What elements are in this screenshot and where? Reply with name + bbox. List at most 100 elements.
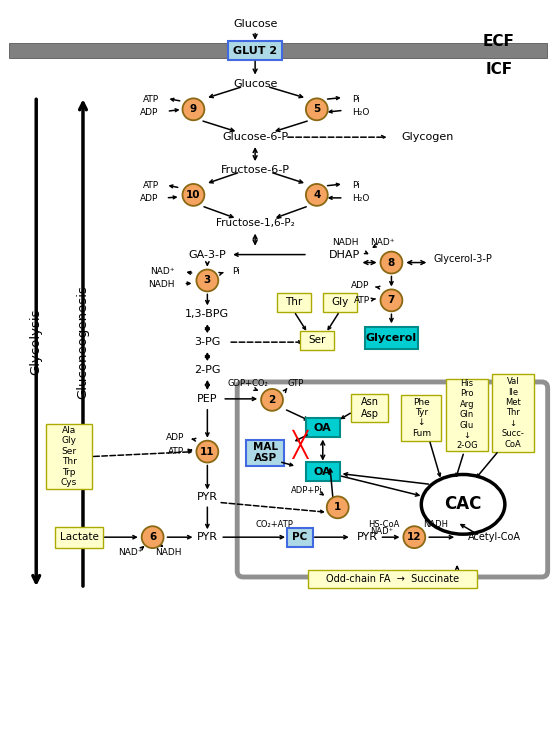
Text: 5: 5: [313, 104, 320, 114]
Circle shape: [403, 526, 425, 548]
Text: Asn
Asp: Asn Asp: [360, 397, 378, 419]
Text: GA-3-P: GA-3-P: [189, 250, 226, 260]
Circle shape: [196, 269, 218, 292]
Text: Val
Ile
Met
Thr
↓
Succ-
CoA: Val Ile Met Thr ↓ Succ- CoA: [502, 377, 525, 448]
Text: CO₂+ATP: CO₂+ATP: [255, 520, 293, 529]
Text: Gly: Gly: [331, 298, 348, 307]
Text: ATP: ATP: [169, 447, 185, 456]
Text: 11: 11: [200, 447, 215, 457]
Text: OA: OA: [314, 466, 331, 477]
Text: Ala
Gly
Ser
Thr
Trp
Cys: Ala Gly Ser Thr Trp Cys: [61, 426, 77, 487]
Circle shape: [182, 184, 204, 206]
Text: HS-CoA: HS-CoA: [368, 520, 399, 529]
Text: ADP: ADP: [140, 108, 158, 117]
Text: Glucose: Glucose: [233, 79, 277, 90]
Text: ATP: ATP: [353, 296, 369, 305]
Circle shape: [327, 496, 349, 518]
Circle shape: [381, 289, 402, 311]
Text: Pi: Pi: [352, 95, 359, 104]
Text: Pi: Pi: [232, 267, 240, 276]
Text: NADH: NADH: [423, 520, 448, 529]
Text: H₂O: H₂O: [352, 108, 369, 117]
FancyBboxPatch shape: [277, 293, 311, 312]
Text: Gluconeogenesis: Gluconeogenesis: [76, 285, 89, 399]
FancyBboxPatch shape: [308, 569, 477, 589]
Circle shape: [142, 526, 163, 548]
FancyBboxPatch shape: [323, 293, 357, 312]
Text: GLUT 2: GLUT 2: [233, 46, 277, 56]
Text: OA: OA: [314, 423, 331, 433]
Text: MAL
ASP: MAL ASP: [253, 442, 277, 463]
FancyBboxPatch shape: [350, 394, 388, 421]
Text: ADP: ADP: [140, 195, 158, 204]
Text: 6: 6: [149, 532, 156, 542]
Text: PC: PC: [292, 532, 307, 542]
Text: ATP: ATP: [142, 181, 158, 190]
Text: 10: 10: [186, 190, 201, 200]
Text: 12: 12: [407, 532, 422, 542]
FancyBboxPatch shape: [446, 379, 488, 451]
Text: 3-PG: 3-PG: [194, 337, 220, 347]
Text: Acetyl-CoA: Acetyl-CoA: [468, 532, 521, 542]
Text: Odd-chain FA  →  Succinate: Odd-chain FA → Succinate: [326, 574, 459, 584]
Text: Glycerol: Glycerol: [366, 333, 417, 343]
Text: 2: 2: [268, 395, 276, 405]
Text: Fructose-6-P: Fructose-6-P: [220, 165, 290, 175]
Text: 9: 9: [190, 104, 197, 114]
Text: ADP+Pi: ADP+Pi: [291, 486, 323, 495]
Text: NAD⁺: NAD⁺: [370, 527, 393, 536]
Text: Ser: Ser: [308, 335, 325, 345]
Text: Pi: Pi: [352, 181, 359, 190]
FancyBboxPatch shape: [306, 462, 340, 481]
Text: 1: 1: [334, 502, 341, 513]
Circle shape: [381, 251, 402, 274]
Text: ADP: ADP: [351, 281, 369, 290]
Text: Glucose-6-P: Glucose-6-P: [222, 132, 288, 142]
FancyBboxPatch shape: [287, 527, 313, 547]
Text: PYR: PYR: [197, 532, 218, 542]
Text: NAD⁺: NAD⁺: [370, 238, 395, 247]
Text: ECF: ECF: [483, 34, 515, 49]
FancyBboxPatch shape: [364, 327, 418, 349]
Text: NAD⁺: NAD⁺: [150, 267, 175, 276]
Text: 1,3-BPG: 1,3-BPG: [185, 310, 229, 319]
Text: 8: 8: [388, 257, 395, 268]
Text: GDP+CO₂: GDP+CO₂: [228, 380, 268, 389]
Text: NAD⁺: NAD⁺: [118, 548, 143, 557]
Text: ATP: ATP: [142, 95, 158, 104]
Text: Glycogen: Glycogen: [401, 132, 454, 142]
Text: Fructose-1,6-P₂: Fructose-1,6-P₂: [216, 218, 295, 228]
Text: PYR: PYR: [357, 532, 378, 542]
Text: His
Pro
Arg
Gln
Glu
↓
2-OG: His Pro Arg Gln Glu ↓ 2-OG: [456, 379, 478, 451]
FancyBboxPatch shape: [9, 43, 547, 57]
Text: H₂O: H₂O: [352, 195, 369, 204]
FancyBboxPatch shape: [228, 41, 282, 60]
Text: PEP: PEP: [197, 394, 218, 404]
Text: NADH: NADH: [155, 548, 182, 557]
Text: DHAP: DHAP: [329, 250, 360, 260]
Circle shape: [306, 184, 328, 206]
Text: Lactate: Lactate: [60, 532, 98, 542]
Text: CAC: CAC: [444, 495, 482, 513]
Circle shape: [196, 441, 218, 463]
Text: Glycolysis: Glycolysis: [30, 309, 43, 375]
Text: NADH: NADH: [148, 280, 175, 289]
FancyBboxPatch shape: [401, 395, 441, 441]
FancyBboxPatch shape: [55, 527, 103, 548]
Text: PYR: PYR: [197, 492, 218, 502]
Text: NADH: NADH: [333, 238, 359, 247]
Text: ╳: ╳: [292, 430, 307, 460]
Circle shape: [182, 98, 204, 120]
Text: ICF: ICF: [485, 62, 512, 77]
FancyBboxPatch shape: [306, 419, 340, 437]
FancyBboxPatch shape: [492, 374, 533, 451]
FancyBboxPatch shape: [300, 330, 334, 350]
Circle shape: [306, 98, 328, 120]
Text: 7: 7: [388, 295, 395, 305]
Text: 4: 4: [313, 190, 320, 200]
Text: 2-PG: 2-PG: [194, 365, 220, 375]
Text: Thr: Thr: [285, 298, 302, 307]
Text: Glycerol-3-P: Glycerol-3-P: [434, 254, 493, 263]
Text: ADP: ADP: [166, 433, 185, 442]
Text: Phe
Tyr
↓
Fum: Phe Tyr ↓ Fum: [412, 398, 431, 438]
